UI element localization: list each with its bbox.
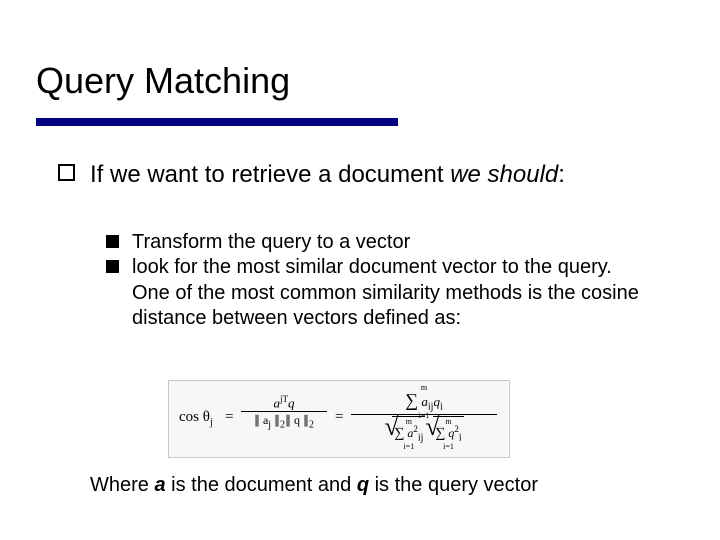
- frac1-bar: [241, 411, 327, 412]
- frac2-num: m ∑ aijqi i=1: [351, 385, 497, 413]
- sigma-icon: ∑: [405, 390, 418, 410]
- sqrt1: √ m ∑ a2ij i=1: [384, 416, 425, 451]
- norm-a: ∥ a: [254, 413, 268, 427]
- s2bb: i=1: [435, 444, 461, 450]
- cap-e: is the query vector: [369, 474, 538, 496]
- l2-text-1: Transform the query to a vector: [132, 230, 646, 256]
- eq2: =: [335, 409, 343, 426]
- l1-part-b: we should: [450, 161, 558, 188]
- si: i: [459, 433, 462, 444]
- s1b: i=1: [394, 444, 423, 450]
- frac1-num: ajTq: [241, 395, 327, 409]
- slide: Query Matching If we want to retrieve a …: [0, 0, 720, 540]
- bullet-level2-1: Transform the query to a vector: [106, 230, 646, 256]
- sum-top: m: [351, 385, 497, 391]
- cap-d: q: [357, 474, 369, 496]
- l1-part-a: If we want to retrieve a document: [90, 161, 450, 188]
- l2-text-2: look for the most similar document vecto…: [132, 255, 646, 332]
- q: q: [288, 395, 295, 410]
- norm-q: ∥ q ∥: [285, 413, 309, 427]
- f-cos: cos θj: [179, 409, 213, 428]
- title-underline: [36, 118, 398, 126]
- cosine-formula: cos θj = ajTq ∥ aj ∥2∥ q ∥2 = m ∑ aijqi …: [168, 380, 510, 458]
- fraction-2: m ∑ aijqi i=1 √ m ∑ a2ij i=1: [351, 385, 497, 452]
- bullet-level2-2: look for the most similar document vecto…: [106, 255, 646, 332]
- formula-caption: Where a is the document and q is the que…: [90, 474, 538, 497]
- cap-a: Where: [90, 474, 154, 496]
- filled-square-icon: [106, 260, 119, 273]
- filled-square-icon: [106, 235, 119, 248]
- t-i: i: [440, 402, 443, 413]
- cap-c: is the document and: [166, 474, 357, 496]
- hollow-square-icon: [58, 164, 75, 181]
- fraction-1: ajTq ∥ aj ∥2∥ q ∥2: [241, 395, 327, 431]
- norm2b: 2: [309, 420, 314, 431]
- l1-part-c: :: [558, 161, 565, 188]
- sqrt2: √ m ∑ q2i i=1: [425, 416, 463, 451]
- cos-text: cos θ: [179, 409, 210, 425]
- frac1-den: ∥ aj ∥2∥ q ∥2: [241, 414, 327, 430]
- sqrt-icon: √: [384, 414, 398, 440]
- cap-b: a: [154, 474, 165, 496]
- sqrt-icon: √: [425, 414, 439, 440]
- level1-text: If we want to retrieve a document we sho…: [90, 160, 658, 190]
- cos-sub: j: [210, 417, 213, 428]
- bullet-level1: If we want to retrieve a document we sho…: [58, 160, 658, 190]
- eq1: =: [225, 409, 233, 426]
- sij: ij: [418, 433, 424, 444]
- slide-title: Query Matching: [36, 60, 290, 102]
- frac2-den: √ m ∑ a2ij i=1 √ m ∑ q2i i=1: [351, 416, 497, 452]
- norm-a-close: ∥: [271, 413, 280, 427]
